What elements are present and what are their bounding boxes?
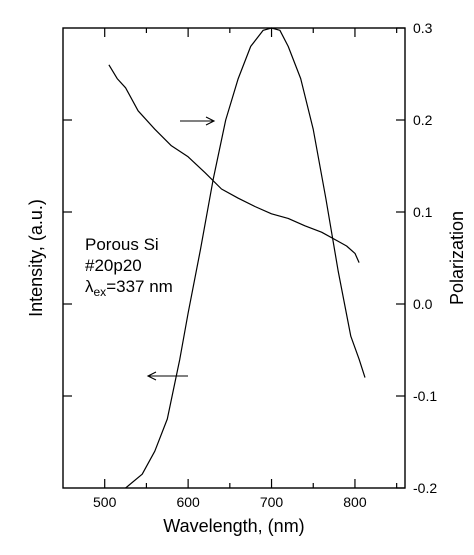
- annotation-excitation: λex=337 nm: [85, 277, 173, 299]
- right-y-tick-label: -0.1: [413, 388, 437, 404]
- x-tick-label: 600: [176, 494, 200, 510]
- x-tick-labels: 500 600 700 800: [93, 494, 367, 510]
- excitation-value: =337 nm: [106, 277, 173, 296]
- annotation-id: #20p20: [85, 256, 142, 275]
- plot-frame: [62, 27, 406, 489]
- right-y-tick-label: 0.2: [413, 112, 433, 128]
- x-tick-label: 700: [260, 494, 284, 510]
- x-tick-label: 500: [93, 494, 117, 510]
- lambda-symbol: λ: [85, 277, 94, 296]
- right-y-tick-label: 0.1: [413, 204, 433, 220]
- right-y-tick-label: 0.3: [413, 20, 433, 36]
- axis-ticks: [63, 27, 405, 489]
- arrow-right-head: [205, 116, 216, 126]
- right-y-tick-label: -0.2: [413, 480, 437, 496]
- right-y-axis-title: Polarization: [447, 211, 467, 305]
- arrow-layer: [146, 116, 216, 381]
- x-axis-title: Wavelength, (nm): [163, 516, 304, 536]
- right-y-tick-label: 0.0: [413, 296, 433, 312]
- polarization-curve: [108, 64, 360, 263]
- intensity-curve: [125, 27, 366, 489]
- left-y-axis-title: Intensity, (a.u.): [26, 199, 46, 317]
- lambda-subscript: ex: [94, 285, 107, 299]
- annotation-sample: Porous Si: [85, 235, 159, 254]
- right-y-tick-labels: 0.3 0.2 0.1 0.0 -0.1 -0.2: [413, 20, 437, 496]
- arrow-left-head: [146, 371, 157, 381]
- series-layer: [108, 27, 366, 489]
- x-tick-label: 800: [343, 494, 367, 510]
